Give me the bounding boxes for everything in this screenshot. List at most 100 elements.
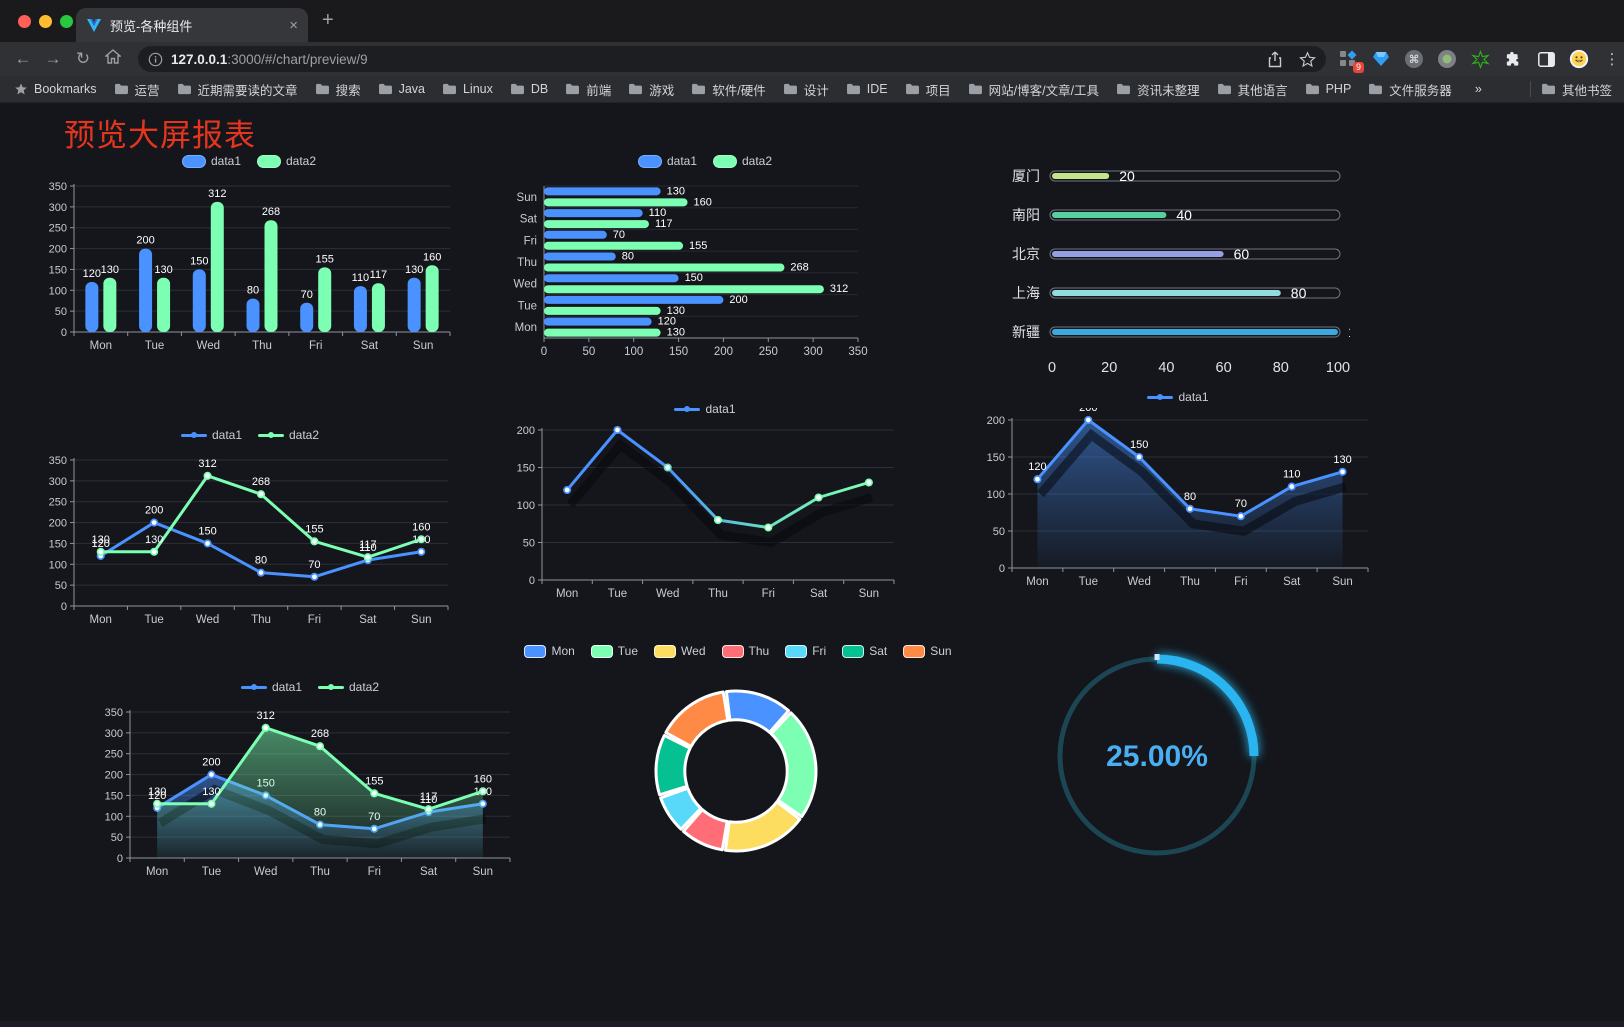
other-bookmarks[interactable]: 其他书签 <box>1541 80 1612 99</box>
back-icon[interactable]: ← <box>14 49 32 68</box>
svg-text:100: 100 <box>517 500 535 512</box>
extension-workflow-icon[interactable]: 9 <box>1338 49 1364 73</box>
svg-text:155: 155 <box>305 523 323 535</box>
legend-item[interactable]: data2 <box>713 154 772 168</box>
bookmark-item[interactable]: PHP <box>1305 82 1351 96</box>
line-chart-two-series[interactable]: data1 data2 0 50 100 150 200 250 300 350 Mon Tue Wed… <box>38 424 462 636</box>
legend-item[interactable]: Sat <box>842 644 887 658</box>
svg-text:120: 120 <box>83 268 101 280</box>
svg-text:100: 100 <box>49 285 67 297</box>
legend-item[interactable]: Mon <box>524 644 575 658</box>
bookmark-item[interactable]: 近期需要读的文章 <box>177 80 298 99</box>
svg-text:110: 110 <box>649 207 667 219</box>
svg-text:Mon: Mon <box>1026 576 1048 588</box>
svg-text:312: 312 <box>198 458 216 470</box>
donut-chart[interactable]: Mon Tue Wed Thu Fri Sat Sun <box>524 640 952 872</box>
bookmark-item[interactable]: 资讯未整理 <box>1116 80 1200 99</box>
bookmarks-overflow[interactable]: » <box>1474 82 1482 96</box>
browser-tab[interactable]: 预览-各种组件 × <box>76 8 308 42</box>
bookmark-item[interactable]: 运营 <box>114 80 160 99</box>
legend-item[interactable]: Wed <box>654 644 706 658</box>
folder-icon <box>510 83 524 95</box>
legend-item[interactable]: data1 <box>180 428 242 442</box>
svg-text:117: 117 <box>370 269 388 281</box>
bookmark-item[interactable]: 设计 <box>783 80 829 99</box>
url-bar[interactable]: 127.0.0.1:3000/#/chart/preview/9 <box>138 46 1326 72</box>
svg-text:Sun: Sun <box>473 866 493 878</box>
reload-icon[interactable]: ↻ <box>75 49 91 68</box>
legend-item[interactable]: data1 <box>181 154 241 168</box>
area-line-chart[interactable]: data1 0 50 100 150 200 Mon Tue Wed Thu Fri Sat Sun 12… <box>976 386 1380 596</box>
close-window-button[interactable] <box>18 15 31 28</box>
bookmark-item[interactable]: 游戏 <box>628 80 674 99</box>
chart-legend[interactable]: Mon Tue Wed Thu Fri Sat Sun <box>524 640 952 662</box>
capsule-progress-chart[interactable]: 厦门 20 南阳 40 北京 60 上海 80 新疆 100 0 20 40 60 80 100 <box>990 150 1372 382</box>
bookmark-item[interactable]: 其他语言 <box>1217 80 1288 99</box>
maximize-window-button[interactable] <box>60 15 73 28</box>
legend-item[interactable]: data1 <box>637 154 697 168</box>
minimize-window-button[interactable] <box>39 15 52 28</box>
svg-text:Fri: Fri <box>308 614 321 626</box>
profile-avatar[interactable] <box>1569 49 1589 69</box>
svg-text:Wed: Wed <box>196 614 219 626</box>
svg-text:Mon: Mon <box>515 322 537 334</box>
bookmark-item[interactable]: Linux <box>442 82 493 96</box>
bookmark-item[interactable]: 前端 <box>565 80 611 99</box>
svg-text:120: 120 <box>148 790 166 802</box>
legend-item[interactable]: Fri <box>785 644 826 658</box>
chart-legend[interactable]: data1 data2 <box>506 150 904 172</box>
area-chart-two-series[interactable]: data1 data2 0 50 100 150 200 250 300 350 Mon Tue Wed… <box>94 676 526 888</box>
bookmark-item[interactable]: 文件服务器 <box>1368 80 1452 99</box>
chart-legend[interactable]: data1 data2 <box>94 676 526 698</box>
extension-gem-icon[interactable] <box>1371 49 1391 69</box>
extension-record-icon[interactable] <box>1437 49 1457 69</box>
bookmark-star-icon[interactable] <box>1299 50 1316 68</box>
legend-item[interactable]: data2 <box>258 428 319 442</box>
legend-item[interactable]: data2 <box>257 154 316 168</box>
side-panel-icon[interactable] <box>1536 49 1556 69</box>
forward-icon[interactable]: → <box>44 49 62 68</box>
chart-legend[interactable]: data1 <box>506 398 904 420</box>
legend-item[interactable]: data2 <box>318 680 379 694</box>
svg-text:312: 312 <box>257 710 275 722</box>
gauge-chart[interactable]: 25.00% <box>1038 638 1278 878</box>
legend-item[interactable]: Thu <box>721 644 769 658</box>
legend-item[interactable]: data1 <box>240 680 302 694</box>
bookmark-item[interactable]: DB <box>510 82 548 96</box>
bookmarks-root[interactable]: Bookmarks <box>14 82 97 96</box>
svg-text:100: 100 <box>1326 360 1350 376</box>
tab-close-icon[interactable]: × <box>289 16 298 34</box>
chart-legend[interactable]: data1 <box>976 386 1380 408</box>
legend-item[interactable]: Tue <box>590 644 638 658</box>
gradient-line-chart[interactable]: data1 0 50 100 150 200 Mon Tue Wed Thu Fri Sat Sun <box>506 398 904 610</box>
bookmark-item[interactable]: 网站/博客/文章/工具 <box>968 80 1099 99</box>
pie-swatch <box>721 644 744 658</box>
svg-text:300: 300 <box>49 476 67 488</box>
home-icon[interactable] <box>98 49 128 69</box>
info-icon[interactable] <box>148 52 163 67</box>
legend-item[interactable]: data1 <box>674 402 736 416</box>
svg-text:80: 80 <box>1273 360 1289 376</box>
svg-text:0: 0 <box>1048 360 1056 376</box>
browser-menu-icon[interactable]: ⋮ <box>1604 51 1620 68</box>
svg-text:80: 80 <box>1184 491 1196 503</box>
chart-legend[interactable]: data1 data2 <box>38 424 462 446</box>
bookmark-item[interactable]: 软件/硬件 <box>691 80 766 99</box>
new-tab-button[interactable]: + <box>322 9 334 31</box>
svg-text:新疆: 新疆 <box>1012 324 1040 340</box>
svg-text:130: 130 <box>405 264 423 276</box>
bookmark-item[interactable]: IDE <box>846 82 888 96</box>
chart-legend[interactable]: data1 data2 <box>38 150 460 172</box>
horizontal-bar-chart[interactable]: data1 data2 0 50 100 150 200 250 300 350 Sun Sat Fri… <box>506 150 904 366</box>
bookmark-item[interactable]: 项目 <box>905 80 951 99</box>
grouped-bar-chart[interactable]: data1 data2 0 50 100 150 200 250 300 350 Mon Tue Wed… <box>38 150 460 362</box>
bookmark-item[interactable]: Java <box>378 82 425 96</box>
svg-text:150: 150 <box>517 463 535 475</box>
share-icon[interactable] <box>1267 51 1283 68</box>
legend-item[interactable]: Sun <box>903 644 952 658</box>
extension-command-icon[interactable]: ⌘ <box>1404 49 1424 69</box>
extensions-puzzle-icon[interactable] <box>1503 49 1523 69</box>
bookmark-item[interactable]: 搜索 <box>315 80 361 99</box>
extension-star-icon[interactable] <box>1470 49 1490 69</box>
legend-item[interactable]: data1 <box>1147 390 1209 404</box>
